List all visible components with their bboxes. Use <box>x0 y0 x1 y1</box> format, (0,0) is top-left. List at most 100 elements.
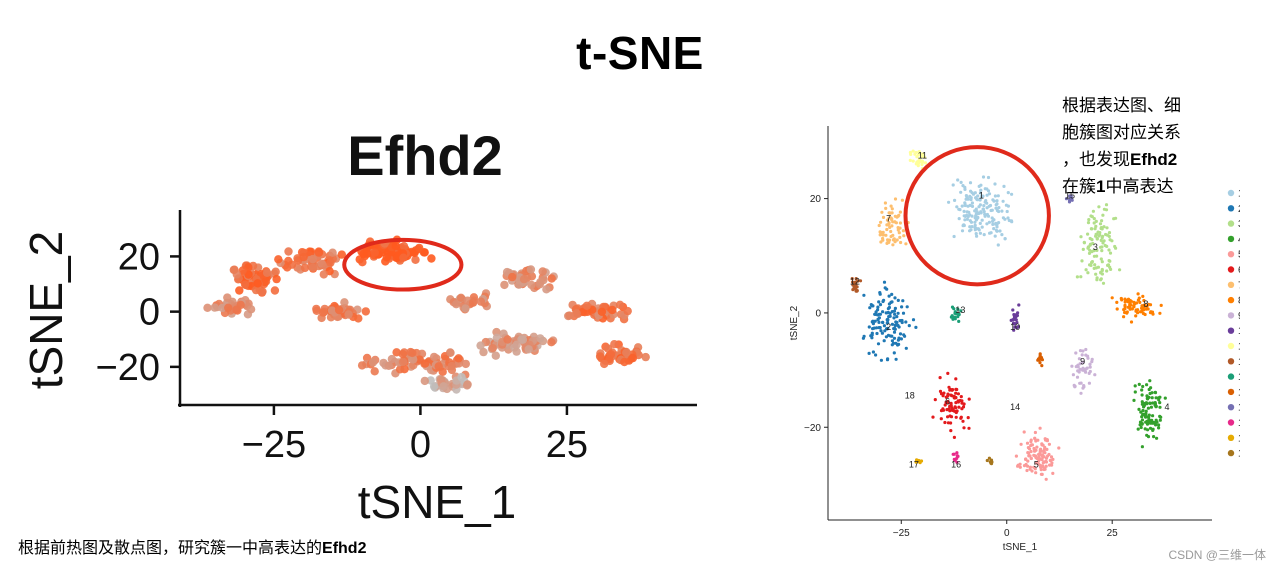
legend-swatch <box>1227 205 1235 212</box>
cluster-label: 14 <box>1010 402 1020 412</box>
cell-point <box>1158 311 1162 315</box>
cell-point <box>893 214 897 218</box>
cell-point <box>996 194 1000 198</box>
cell-point <box>987 456 991 460</box>
cell-point <box>1003 237 1007 241</box>
cell-point <box>974 207 978 211</box>
cell-point <box>946 371 950 375</box>
cell-point <box>985 193 989 197</box>
cell-point <box>512 340 521 349</box>
cell-point <box>964 194 968 198</box>
cell-point <box>368 358 378 367</box>
cell-point <box>1132 305 1136 309</box>
cell-point <box>1134 314 1138 318</box>
cell-point <box>897 231 901 235</box>
cell-point <box>1004 203 1008 207</box>
legend-label: 9 <box>1238 311 1240 322</box>
cell-point <box>1119 296 1123 301</box>
cell-point <box>982 210 986 214</box>
cell-point <box>978 231 982 235</box>
cell-point <box>456 293 466 302</box>
cell-point <box>1098 222 1103 226</box>
cell-point <box>1018 465 1022 469</box>
cell-point <box>1086 232 1090 236</box>
cell-point <box>869 303 873 307</box>
points-layer <box>203 235 650 394</box>
cell-point <box>904 242 908 246</box>
cell-point <box>892 237 896 241</box>
cell-point <box>446 348 455 357</box>
cell-point <box>882 339 886 343</box>
cell-point <box>994 206 998 210</box>
cell-point <box>974 196 978 200</box>
cell-point <box>993 194 997 198</box>
cell-point <box>952 307 956 311</box>
cell-point <box>1146 428 1150 432</box>
cell-point <box>854 289 858 293</box>
cell-point <box>953 198 957 202</box>
cell-point <box>238 266 247 275</box>
cell-point <box>951 452 955 456</box>
cell-point <box>1100 219 1104 223</box>
cell-point <box>344 310 353 319</box>
cell-point <box>1044 459 1048 463</box>
cell-point <box>1073 385 1077 389</box>
cell-point <box>904 320 908 324</box>
cluster-label: 6 <box>945 396 950 406</box>
cell-point <box>914 325 918 329</box>
cell-point <box>452 300 461 309</box>
cell-point <box>889 229 893 234</box>
cell-point <box>985 201 989 205</box>
cell-point <box>1115 307 1119 311</box>
cell-point <box>985 458 989 463</box>
cell-point <box>1101 281 1106 285</box>
cell-point <box>883 201 887 205</box>
y-tick-label: 0 <box>139 292 160 334</box>
cell-point <box>503 335 512 344</box>
cell-point <box>1042 450 1046 454</box>
cell-point <box>890 292 894 296</box>
cell-point <box>945 408 949 412</box>
y-axis-label: tSNE_2 <box>20 231 72 390</box>
cell-point <box>1078 349 1083 353</box>
note-line: ，也发现Efhd2 <box>1062 150 1178 169</box>
cluster-label: 8 <box>1143 299 1148 309</box>
cell-point <box>1140 393 1144 397</box>
cell-point <box>989 231 993 235</box>
cell-point <box>969 220 974 224</box>
cell-point <box>429 352 439 362</box>
cell-point <box>1134 308 1138 312</box>
cell-point <box>914 150 918 155</box>
cell-point <box>1152 435 1156 439</box>
cell-point <box>1095 248 1099 252</box>
cell-point <box>600 359 609 369</box>
cell-point <box>461 359 470 369</box>
cell-point <box>982 204 986 208</box>
cell-point <box>519 275 529 284</box>
cell-point <box>1006 216 1010 220</box>
cluster-label: 13 <box>955 305 965 315</box>
cluster-label: 3 <box>1093 242 1098 252</box>
cell-point <box>888 334 893 338</box>
cell-point <box>979 210 983 214</box>
cell-point <box>882 298 886 302</box>
cell-point <box>1024 457 1028 461</box>
cell-point <box>970 204 975 208</box>
cell-point <box>882 324 886 328</box>
cell-point <box>1105 269 1109 273</box>
cell-point <box>946 415 950 419</box>
cell-point <box>878 312 882 316</box>
cell-point <box>980 218 984 222</box>
cell-point <box>641 352 650 362</box>
cell-point <box>1090 227 1094 231</box>
cell-point <box>1107 248 1111 252</box>
legend-swatch <box>1227 358 1235 365</box>
cell-point <box>967 426 971 430</box>
cell-point <box>1148 391 1152 396</box>
x-ticks: −25 0 25 <box>893 520 1118 539</box>
cell-point <box>1070 364 1074 368</box>
cell-point <box>1123 297 1127 301</box>
cluster-label: 5 <box>1034 459 1039 469</box>
cell-point <box>1115 300 1119 304</box>
cell-point <box>469 298 478 307</box>
